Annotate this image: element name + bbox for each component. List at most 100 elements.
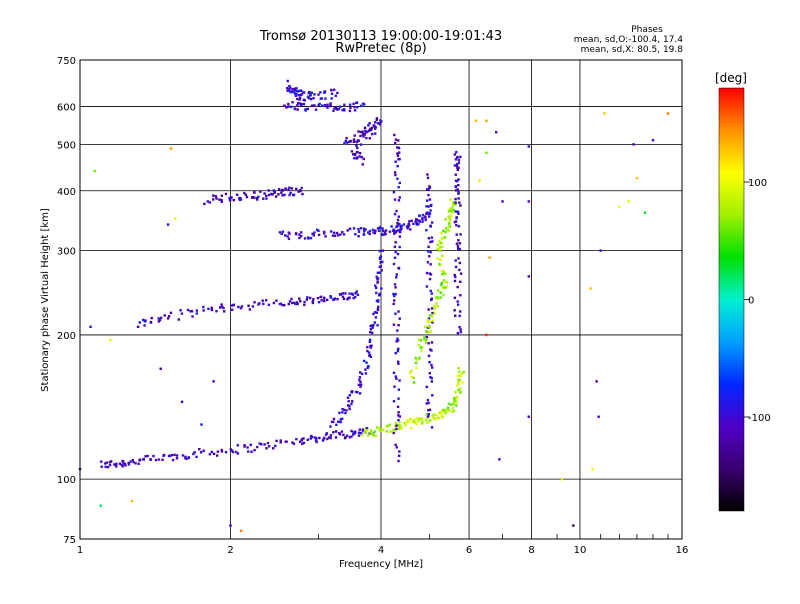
- echo-point: [346, 229, 349, 232]
- echo-point: [324, 433, 328, 436]
- echo-point: [199, 451, 203, 454]
- echo-point: [294, 232, 298, 235]
- echo-point: [439, 296, 442, 299]
- echo-point: [458, 370, 461, 373]
- echo-point: [307, 91, 310, 95]
- noise-point: [200, 423, 203, 426]
- echo-point: [292, 193, 296, 197]
- echo-point: [265, 197, 268, 200]
- echo-point: [297, 101, 300, 105]
- echo-point: [216, 450, 220, 453]
- echo-point: [306, 107, 309, 111]
- noise-point: [643, 211, 647, 214]
- echo-point: [285, 106, 288, 109]
- echo-point: [430, 376, 433, 380]
- noise-point: [169, 147, 173, 150]
- echo-point: [131, 458, 134, 462]
- echo-point: [431, 321, 434, 324]
- echo-point: [303, 99, 306, 102]
- echo-point: [157, 458, 161, 461]
- echo-point: [149, 321, 153, 324]
- echo-point: [398, 450, 401, 453]
- echo-point: [397, 266, 400, 270]
- echo-point: [278, 231, 282, 234]
- echo-point: [378, 256, 382, 260]
- echo-point: [291, 441, 294, 444]
- echo-point: [317, 300, 321, 304]
- echo-point: [323, 436, 326, 440]
- echo-point: [421, 220, 424, 223]
- noise-point: [212, 380, 215, 383]
- echo-point: [374, 229, 377, 232]
- echo-point: [326, 298, 329, 302]
- echo-point: [459, 330, 462, 334]
- echo-point: [258, 302, 261, 305]
- echo-point: [428, 277, 432, 281]
- echo-point: [289, 191, 292, 195]
- echo-point: [348, 227, 352, 230]
- echo-point: [273, 191, 277, 194]
- echo-point: [398, 415, 402, 418]
- echo-point: [428, 330, 431, 334]
- echo-point: [287, 188, 290, 191]
- echo-point: [439, 246, 442, 249]
- echo-point: [115, 465, 118, 468]
- echo-point: [429, 225, 432, 228]
- echo-point: [454, 173, 457, 176]
- echo-point: [329, 436, 332, 440]
- echo-point: [341, 295, 345, 299]
- echo-point: [446, 406, 450, 409]
- echo-point: [230, 308, 234, 311]
- echo-point: [457, 158, 461, 162]
- echo-point: [253, 301, 256, 304]
- echo-point: [326, 437, 329, 441]
- echo-point: [301, 442, 304, 445]
- echo-point: [104, 462, 107, 465]
- echo-point: [430, 380, 434, 383]
- echo-point: [345, 434, 349, 437]
- echo-point: [288, 186, 291, 189]
- echo-point: [442, 270, 446, 273]
- echo-point: [428, 272, 431, 275]
- echo-point: [437, 289, 440, 292]
- echo-point: [344, 411, 347, 415]
- colorbar-tick-label: 0: [748, 296, 754, 307]
- echo-point: [398, 427, 401, 430]
- echo-point: [441, 408, 445, 412]
- echo-point: [142, 458, 146, 461]
- echo-point: [202, 305, 205, 309]
- echo-point: [397, 310, 400, 313]
- echo-point: [405, 421, 409, 424]
- echo-point: [433, 307, 436, 311]
- echo-point: [175, 457, 179, 460]
- echo-point: [356, 391, 359, 394]
- echo-point: [395, 273, 398, 276]
- echo-point: [356, 150, 359, 154]
- noise-point: [485, 119, 488, 122]
- echo-point: [438, 249, 442, 253]
- echo-point: [439, 291, 443, 295]
- echo-point: [181, 454, 185, 457]
- noise-point: [478, 179, 481, 182]
- echo-point: [344, 139, 347, 143]
- echo-point: [414, 356, 417, 360]
- echo-point: [149, 458, 153, 461]
- echo-point: [122, 462, 125, 465]
- echo-point: [451, 211, 454, 214]
- echo-point: [396, 218, 400, 222]
- echo-point: [267, 445, 271, 448]
- echo-point: [322, 230, 326, 234]
- echo-point: [442, 236, 445, 240]
- echo-point: [265, 194, 268, 198]
- echo-point: [282, 104, 286, 108]
- echo-point: [330, 88, 333, 92]
- echo-point: [376, 299, 380, 302]
- echo-point: [447, 408, 451, 412]
- echo-point: [332, 231, 336, 234]
- echo-point: [210, 308, 214, 312]
- echo-point: [410, 426, 413, 430]
- echo-point: [455, 396, 459, 399]
- echo-point: [373, 321, 377, 324]
- echo-point: [365, 429, 369, 432]
- echo-point: [353, 157, 356, 160]
